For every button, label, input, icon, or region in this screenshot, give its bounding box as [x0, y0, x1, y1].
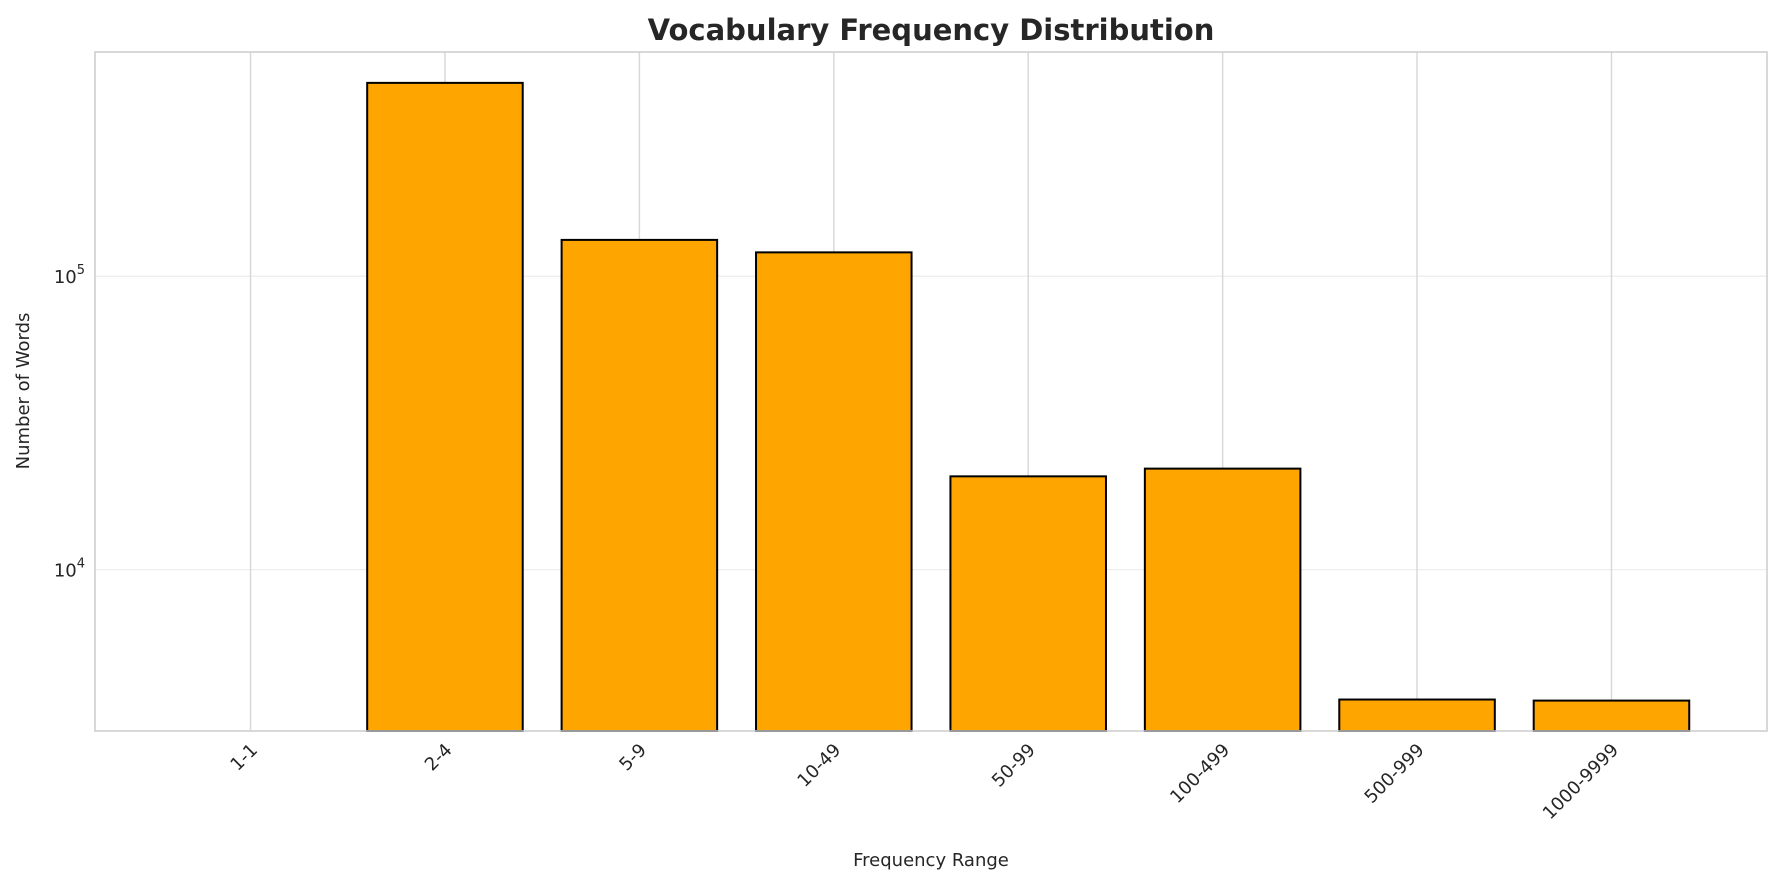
x-tick-label: 100-499 [1166, 740, 1234, 808]
bar-10-49 [755, 251, 913, 732]
x-tick-label: 1000-9999 [1539, 740, 1623, 824]
x-tick-label: 1-1 [226, 740, 262, 776]
bar-50-99 [949, 475, 1107, 732]
bar-500-999 [1338, 698, 1496, 732]
bar-2-4 [366, 81, 524, 733]
x-axis-label: Frequency Range [853, 850, 1009, 871]
bar-100-499 [1143, 467, 1302, 732]
x-tick-label: 10-49 [793, 740, 845, 792]
chart-title: Vocabulary Frequency Distribution [648, 13, 1215, 47]
x-tick-label: 2-4 [421, 740, 457, 776]
y-tick-label: 105 [54, 263, 85, 288]
plot-frame [94, 51, 1768, 732]
bar-1000-9999 [1532, 699, 1691, 732]
grid [95, 52, 1767, 731]
x-tick-label: 500-999 [1361, 740, 1429, 808]
y-axis-label: Number of Words [13, 313, 34, 470]
x-tick-label: 5-9 [615, 740, 651, 776]
y-tick-label: 104 [54, 557, 85, 582]
bar-5-9 [560, 238, 719, 733]
x-tick-label: 50-99 [988, 740, 1040, 792]
